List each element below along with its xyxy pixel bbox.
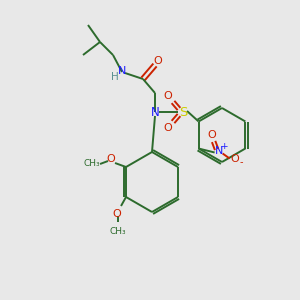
Text: O: O [207, 130, 216, 140]
Text: S: S [179, 106, 187, 118]
Text: N: N [214, 146, 223, 157]
Text: CH₃: CH₃ [110, 226, 126, 236]
Text: O: O [112, 209, 122, 219]
Text: -: - [240, 158, 243, 167]
Text: O: O [164, 123, 172, 133]
Text: H: H [111, 72, 119, 82]
Text: N: N [118, 66, 126, 76]
Text: O: O [154, 56, 162, 66]
Text: O: O [106, 154, 116, 164]
Text: O: O [164, 91, 172, 101]
Text: +: + [220, 142, 227, 151]
Text: N: N [151, 106, 159, 118]
Text: O: O [230, 154, 239, 164]
Text: CH₃: CH₃ [84, 158, 100, 167]
